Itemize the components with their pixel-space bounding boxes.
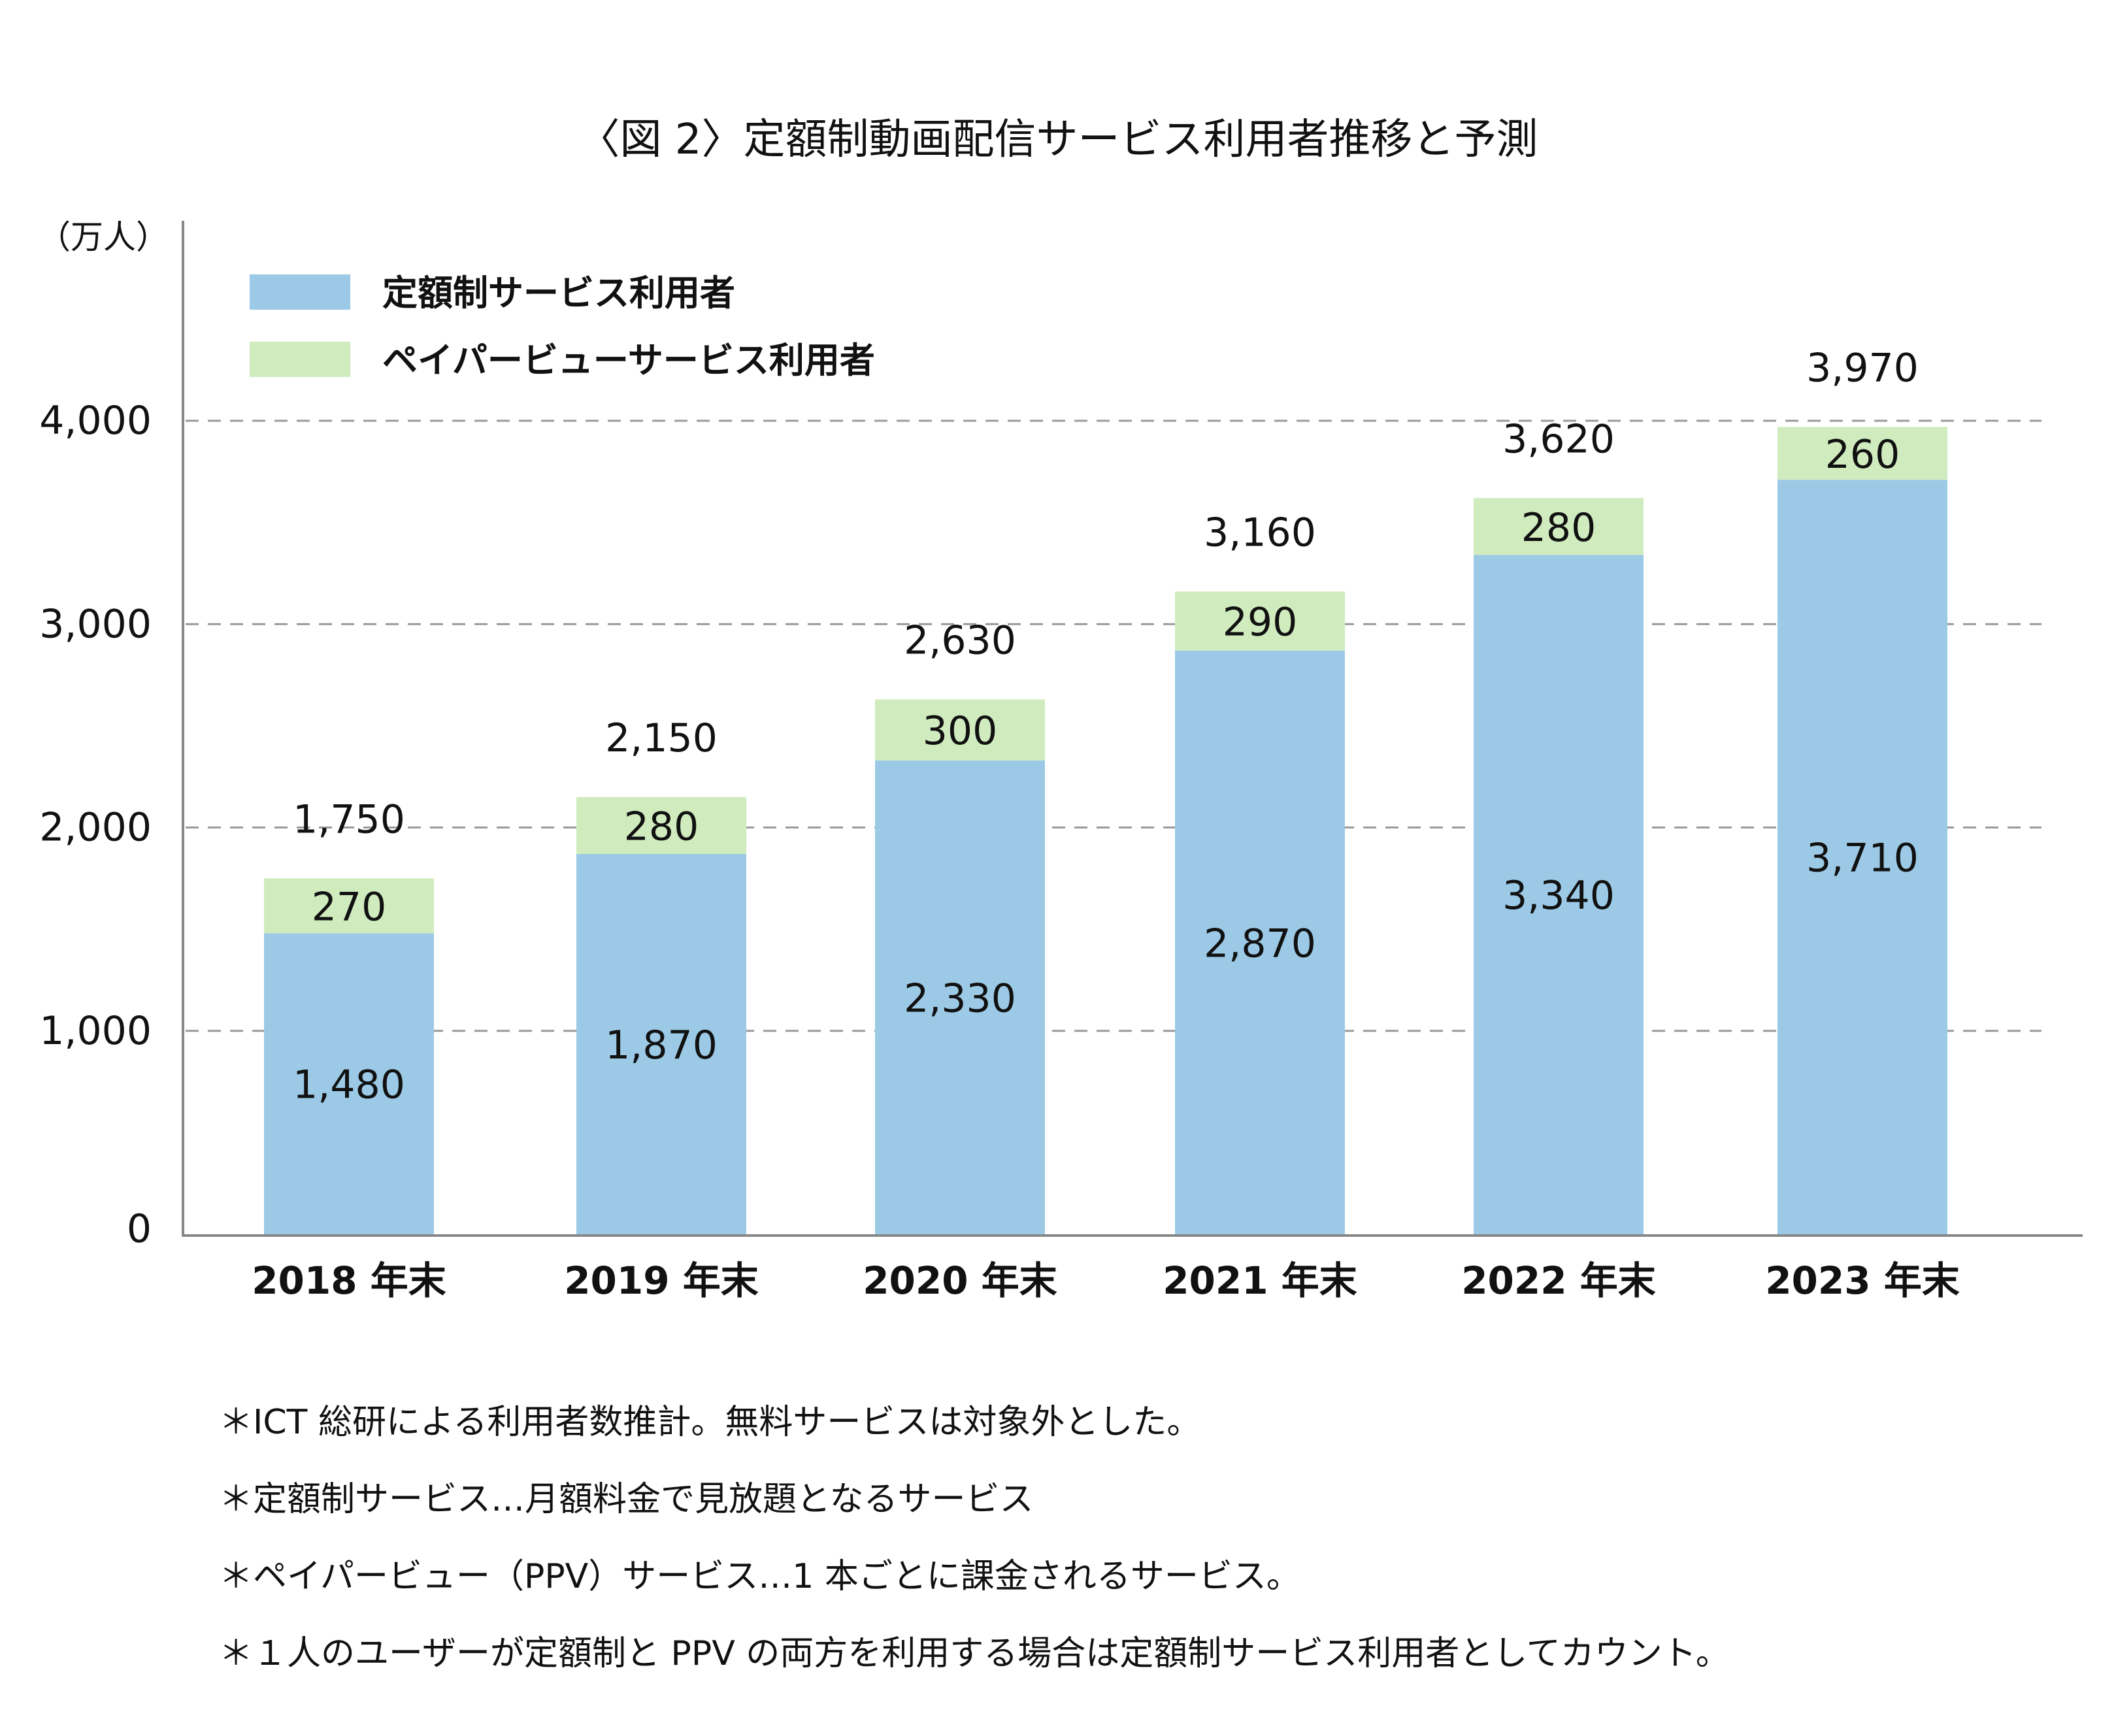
y-tick-label: 1,000 [39,1008,152,1054]
legend-label: 定額制サービス利用者 [382,272,735,314]
data-label-ppv: 270 [312,884,387,930]
bar-subscription [576,853,746,1234]
bar-ppv [875,699,1045,761]
bar-ppv [1777,427,1947,480]
chart-title: 〈図 2〉定額制動画配信サービス利用者推移と予測 [578,116,1538,164]
y-tick-label: 4,000 [39,398,152,444]
footnote: ＊定額制サービス…月額料金で見放題となるサービス [219,1480,1034,1519]
x-tick-label: 2021 年末 [1163,1258,1357,1303]
bar-subscription [1777,480,1947,1235]
bar-subscription [1175,650,1345,1234]
bar-subscription [875,760,1045,1234]
data-label-ppv: 280 [624,804,699,849]
bar-subscription [1474,555,1644,1234]
legend-swatch [250,274,350,310]
legend-swatch [250,342,350,377]
data-label-total: 3,160 [1204,510,1316,555]
data-label-subscription: 2,870 [1204,921,1316,966]
data-label-ppv: 300 [923,708,998,754]
legend-label: ペイパービューサービス利用者 [382,340,875,381]
data-label-subscription: 3,710 [1806,836,1919,881]
data-label-ppv: 290 [1223,600,1298,646]
footnote: ＊ICT 総研による利用者数推計。無料サービスは対象外とした。 [219,1403,1201,1442]
data-label-subscription: 3,340 [1502,873,1615,919]
bar-ppv [1474,498,1644,555]
x-tick-label: 2020 年末 [863,1258,1057,1303]
bar-subscription [264,933,434,1234]
data-label-subscription: 1,870 [605,1023,718,1068]
x-tick-label: 2023 年末 [1765,1258,1960,1303]
data-label-total: 3,620 [1502,416,1615,462]
y-tick-label: 3,000 [39,601,152,647]
y-axis-unit-label: （万人） [38,218,169,256]
footnote: ＊１人のユーザーが定額制と PPV の両方を利用する場合は定額制サービス利用者と… [219,1634,1730,1673]
x-tick-label: 2022 年末 [1461,1258,1656,1303]
data-label-total: 1,750 [293,796,405,842]
data-label-subscription: 1,480 [293,1062,405,1108]
data-label-ppv: 280 [1521,505,1596,551]
x-tick-label: 2018 年末 [252,1258,446,1303]
footnotes: ＊ICT 総研による利用者数推計。無料サービスは対象外とした。 ＊定額制サービス… [219,1384,1730,1692]
x-tick-label: 2019 年末 [564,1258,759,1303]
y-tick-label: 2,000 [39,805,152,851]
bar-ppv [576,796,746,854]
data-label-total: 2,150 [605,715,718,761]
bar-ppv [1175,591,1345,651]
footnote: ＊ペイパービュー（PPV）サービス…1 本ごとに課金されるサービス。 [219,1557,1300,1596]
y-tick-label: 0 [127,1206,152,1252]
data-label-subscription: 2,330 [904,975,1016,1021]
bar-ppv [264,878,434,934]
data-label-total: 3,970 [1806,345,1919,391]
data-label-total: 2,630 [904,617,1016,663]
data-label-ppv: 260 [1825,432,1900,478]
